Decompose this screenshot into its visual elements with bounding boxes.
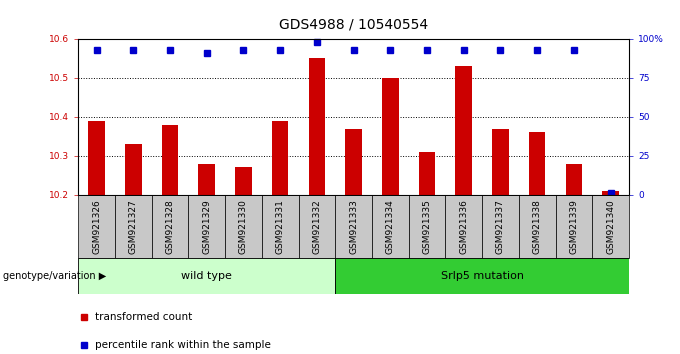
Bar xyxy=(566,164,582,195)
Bar xyxy=(78,195,115,258)
Bar xyxy=(409,195,445,258)
Text: GSM921329: GSM921329 xyxy=(202,199,211,254)
Text: GSM921328: GSM921328 xyxy=(165,199,175,254)
Bar xyxy=(152,195,188,258)
Bar xyxy=(372,195,409,258)
Bar xyxy=(115,195,152,258)
Text: percentile rank within the sample: percentile rank within the sample xyxy=(95,340,271,350)
Bar xyxy=(345,129,362,195)
Bar xyxy=(262,195,299,258)
Bar xyxy=(456,66,472,195)
Text: GSM921335: GSM921335 xyxy=(422,199,432,254)
Bar xyxy=(445,195,482,258)
Bar xyxy=(272,121,288,195)
Text: wild type: wild type xyxy=(182,271,232,281)
Text: GSM921337: GSM921337 xyxy=(496,199,505,254)
Text: GSM921332: GSM921332 xyxy=(312,199,322,254)
Text: GSM921327: GSM921327 xyxy=(129,199,138,254)
Bar xyxy=(419,152,435,195)
Text: transformed count: transformed count xyxy=(95,312,192,322)
Bar xyxy=(382,78,398,195)
Bar xyxy=(235,167,252,195)
Bar xyxy=(335,258,629,294)
Bar xyxy=(88,121,105,195)
Bar xyxy=(556,195,592,258)
Bar xyxy=(602,191,619,195)
Text: GSM921334: GSM921334 xyxy=(386,199,395,254)
Bar xyxy=(592,195,629,258)
Bar xyxy=(492,129,509,195)
Bar xyxy=(299,195,335,258)
Text: GSM921331: GSM921331 xyxy=(275,199,285,254)
Bar xyxy=(529,132,545,195)
Text: genotype/variation ▶: genotype/variation ▶ xyxy=(3,271,107,281)
Text: GSM921333: GSM921333 xyxy=(349,199,358,254)
Bar xyxy=(188,195,225,258)
Bar xyxy=(482,195,519,258)
Bar xyxy=(78,258,335,294)
Text: Srlp5 mutation: Srlp5 mutation xyxy=(441,271,524,281)
Text: GSM921326: GSM921326 xyxy=(92,199,101,254)
Bar xyxy=(519,195,556,258)
Text: GSM921336: GSM921336 xyxy=(459,199,469,254)
Text: GSM921340: GSM921340 xyxy=(606,199,615,254)
Bar xyxy=(199,164,215,195)
Text: GSM921339: GSM921339 xyxy=(569,199,579,254)
Bar xyxy=(309,58,325,195)
Bar xyxy=(225,195,262,258)
Text: GSM921338: GSM921338 xyxy=(532,199,542,254)
Text: GDS4988 / 10540554: GDS4988 / 10540554 xyxy=(279,17,428,31)
Text: GSM921330: GSM921330 xyxy=(239,199,248,254)
Bar xyxy=(335,195,372,258)
Bar xyxy=(162,125,178,195)
Bar xyxy=(125,144,141,195)
